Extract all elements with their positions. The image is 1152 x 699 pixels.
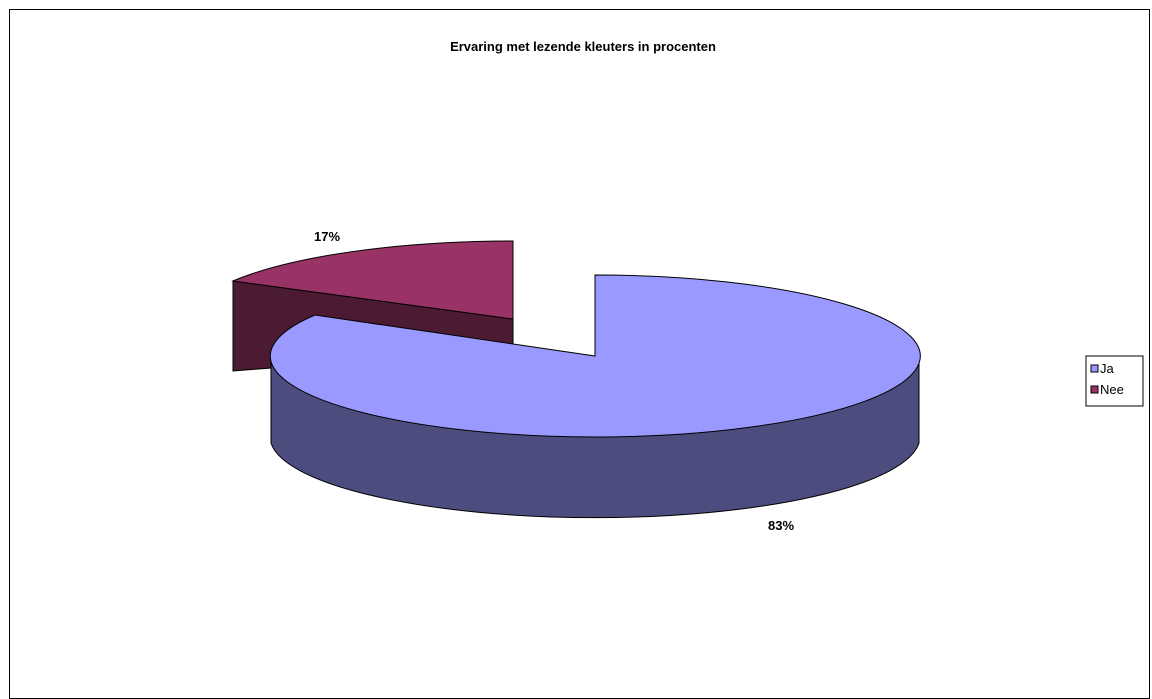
legend-box	[1085, 355, 1144, 407]
pie-chart: Ervaring met lezende kleuters in procent…	[231, 39, 1144, 533]
legend: Ja Nee	[1085, 355, 1144, 407]
data-label-nee: 17%	[314, 229, 340, 244]
chart-frame: Ervaring met lezende kleuters in procent…	[9, 9, 1150, 699]
chart-title: Ervaring met lezende kleuters in procent…	[450, 39, 716, 54]
slice-ja-top	[269, 274, 921, 438]
legend-label-ja: Ja	[1100, 361, 1115, 376]
legend-label-nee: Nee	[1100, 382, 1124, 397]
data-label-ja: 83%	[768, 518, 794, 533]
slice-nee-top	[231, 240, 514, 320]
legend-swatch-nee	[1090, 385, 1099, 394]
legend-swatch-ja	[1090, 364, 1099, 373]
